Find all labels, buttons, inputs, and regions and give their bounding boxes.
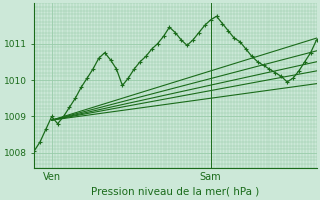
X-axis label: Pression niveau de la mer( hPa ): Pression niveau de la mer( hPa ) [91,187,260,197]
